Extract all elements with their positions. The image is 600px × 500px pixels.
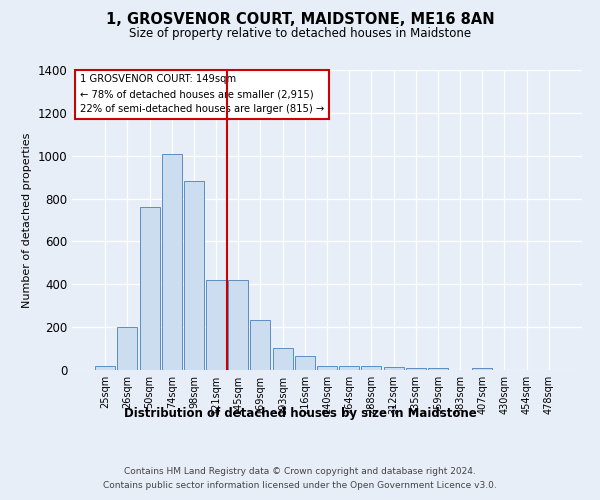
Text: Contains HM Land Registry data © Crown copyright and database right 2024.: Contains HM Land Registry data © Crown c…: [124, 468, 476, 476]
Text: Size of property relative to detached houses in Maidstone: Size of property relative to detached ho…: [129, 28, 471, 40]
Bar: [317, 366, 337, 370]
Bar: [472, 368, 492, 370]
Bar: [140, 207, 160, 370]
Text: Contains public sector information licensed under the Open Government Licence v3: Contains public sector information licen…: [103, 481, 497, 490]
Text: Distribution of detached houses by size in Maidstone: Distribution of detached houses by size …: [124, 408, 476, 420]
Text: 1 GROSVENOR COURT: 149sqm
← 78% of detached houses are smaller (2,915)
22% of se: 1 GROSVENOR COURT: 149sqm ← 78% of detac…: [80, 74, 324, 114]
Y-axis label: Number of detached properties: Number of detached properties: [22, 132, 32, 308]
Text: 1, GROSVENOR COURT, MAIDSTONE, ME16 8AN: 1, GROSVENOR COURT, MAIDSTONE, ME16 8AN: [106, 12, 494, 28]
Bar: [406, 368, 426, 370]
Bar: [95, 366, 115, 370]
Bar: [361, 366, 382, 370]
Bar: [228, 280, 248, 370]
Bar: [206, 280, 226, 370]
Bar: [118, 327, 137, 370]
Bar: [295, 356, 315, 370]
Bar: [339, 366, 359, 370]
Bar: [162, 154, 182, 370]
Bar: [250, 320, 271, 370]
Bar: [428, 368, 448, 370]
Bar: [184, 182, 204, 370]
Bar: [383, 367, 404, 370]
Bar: [272, 348, 293, 370]
